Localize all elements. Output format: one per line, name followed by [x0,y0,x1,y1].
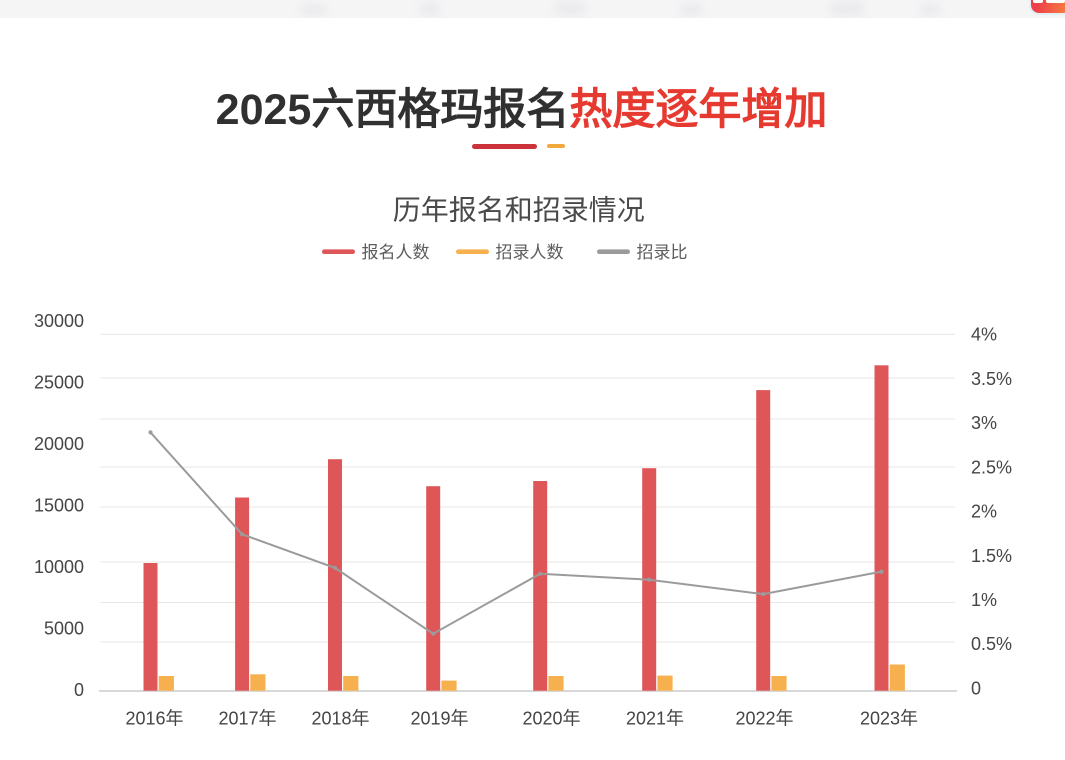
svg-text:1%: 1% [971,590,997,610]
svg-text:招录比: 招录比 [637,243,688,262]
svg-text:招录人数: 招录人数 [496,243,564,262]
svg-text:0.5%: 0.5% [971,634,1012,654]
svg-text:25000: 25000 [34,373,84,393]
svg-text:2017年: 2017年 [218,709,276,729]
svg-text:2%: 2% [971,502,997,522]
svg-text:2018年: 2018年 [311,709,369,729]
svg-text:2023年: 2023年 [860,709,918,729]
svg-text:2021年: 2021年 [626,709,684,729]
svg-text:报名人数: 报名人数 [362,243,430,262]
svg-text:10000: 10000 [34,557,84,577]
svg-text:0: 0 [74,680,84,700]
svg-text:2.5%: 2.5% [971,457,1012,477]
svg-text:2016年: 2016年 [125,709,183,729]
svg-text:历年报名和招录情况: 历年报名和招录情况 [393,195,645,226]
svg-text:20000: 20000 [34,434,84,454]
svg-text:15000: 15000 [34,496,84,516]
svg-text:4%: 4% [971,325,997,345]
svg-text:3.5%: 3.5% [971,369,1012,389]
svg-text:5000: 5000 [44,618,84,638]
svg-text:0: 0 [971,678,981,698]
svg-text:2019年: 2019年 [410,709,468,729]
svg-text:2020年: 2020年 [522,709,580,729]
svg-text:3%: 3% [971,413,997,433]
svg-text:2022年: 2022年 [735,709,793,729]
svg-text:30000: 30000 [34,311,84,331]
svg-text:1.5%: 1.5% [971,546,1012,566]
